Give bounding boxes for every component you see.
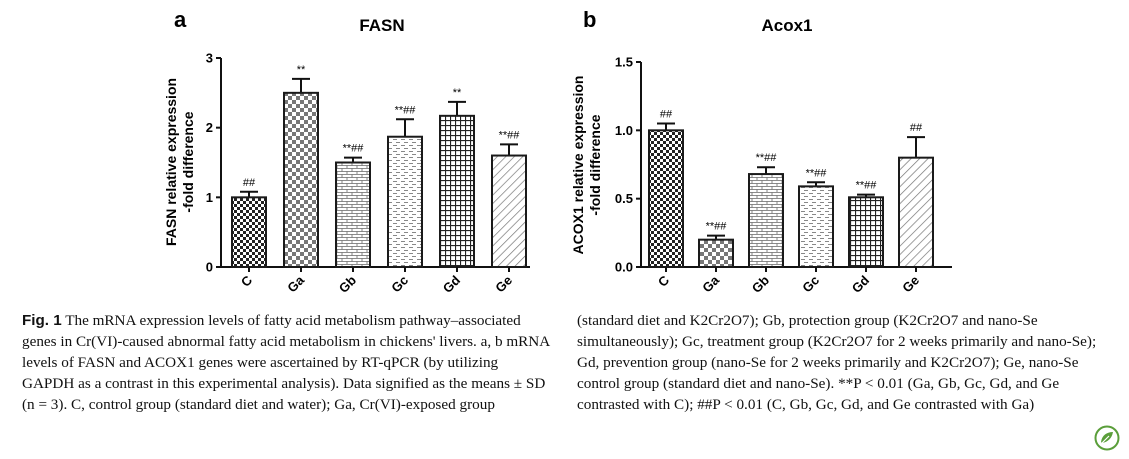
figure-charts: a FASN FASN relative expression -fold di… [163,7,952,296]
figure-caption-right: (standard diet and K2Cr2O7); Gb, protect… [577,312,1097,413]
panel-b-letter: b [583,7,596,32]
significance-label: ** [297,64,306,76]
panel-a-letter: a [174,7,187,32]
bar-gb [748,173,784,268]
bar-c [231,196,267,268]
bar-ge [898,156,934,269]
chart-a: 0 1 2 3 C ## Ga ** Gb **## Gc **## Gd ** Ge **## [206,51,530,296]
significance-label: ** [453,87,462,99]
figure-label: Fig. 1 [22,312,62,329]
bar-gc [798,185,834,268]
bar-gc [387,135,423,268]
significance-label: ## [243,177,256,189]
x-tick-label: Gd [440,272,463,295]
bar-ga [283,91,319,269]
y-tick-label: 1.0 [615,123,633,138]
significance-label: ## [660,109,673,121]
y-tick-label: 2 [206,120,213,135]
y-tick-label: 1 [206,190,213,205]
significance-label: ## [910,122,923,134]
chart-b-ylabel-line2: -fold difference [587,114,603,215]
bar-gb [335,161,371,268]
significance-label: **## [499,129,521,141]
bar-ga [698,238,734,269]
bar-gd [439,114,475,268]
figure-caption-left: Fig. 1 The mRNA expression levels of fat… [22,310,552,415]
x-tick-label: Ge [492,273,515,296]
x-tick-label: C [238,272,256,290]
significance-label: **## [343,143,365,155]
chart-b-title: Acox1 [761,16,812,35]
chart-b-ylabel-line1: ACOX1 relative expression [570,76,586,255]
x-tick-label: Gc [799,273,822,296]
x-tick-label: Ga [284,272,307,295]
significance-label: **## [395,104,417,116]
bar-gd [848,196,884,268]
bar-c [648,129,684,268]
x-tick-label: Gc [388,273,411,296]
chart-a-ylabel-line1: FASN relative expression [163,78,179,246]
caption-left-text: The mRNA expression levels of fatty acid… [22,312,550,413]
significance-label: **## [706,221,728,233]
x-tick-label: Ge [899,273,922,296]
y-tick-label: 0.5 [615,191,633,206]
x-tick-label: Gb [336,272,359,295]
x-tick-label: Gb [749,272,772,295]
chart-b: 0.0 0.5 1.0 1.5 C ## Ga **## Gb **## Gc **## Gd **## G… [615,55,952,296]
y-tick-label: 0.0 [615,260,633,275]
chart-a-ylabel-line2: -fold difference [180,111,196,212]
publisher-leaf-logo-icon [1094,425,1120,451]
x-tick-label: Gd [849,272,872,295]
y-tick-label: 1.5 [615,55,633,70]
significance-label: **## [756,152,778,164]
significance-label: **## [806,167,828,179]
x-tick-label: C [655,272,673,290]
x-tick-label: Ga [699,272,722,295]
y-tick-label: 3 [206,51,213,66]
chart-a-title: FASN [359,16,404,35]
significance-label: **## [856,180,878,192]
bar-ge [491,154,527,269]
y-tick-label: 0 [206,260,213,275]
